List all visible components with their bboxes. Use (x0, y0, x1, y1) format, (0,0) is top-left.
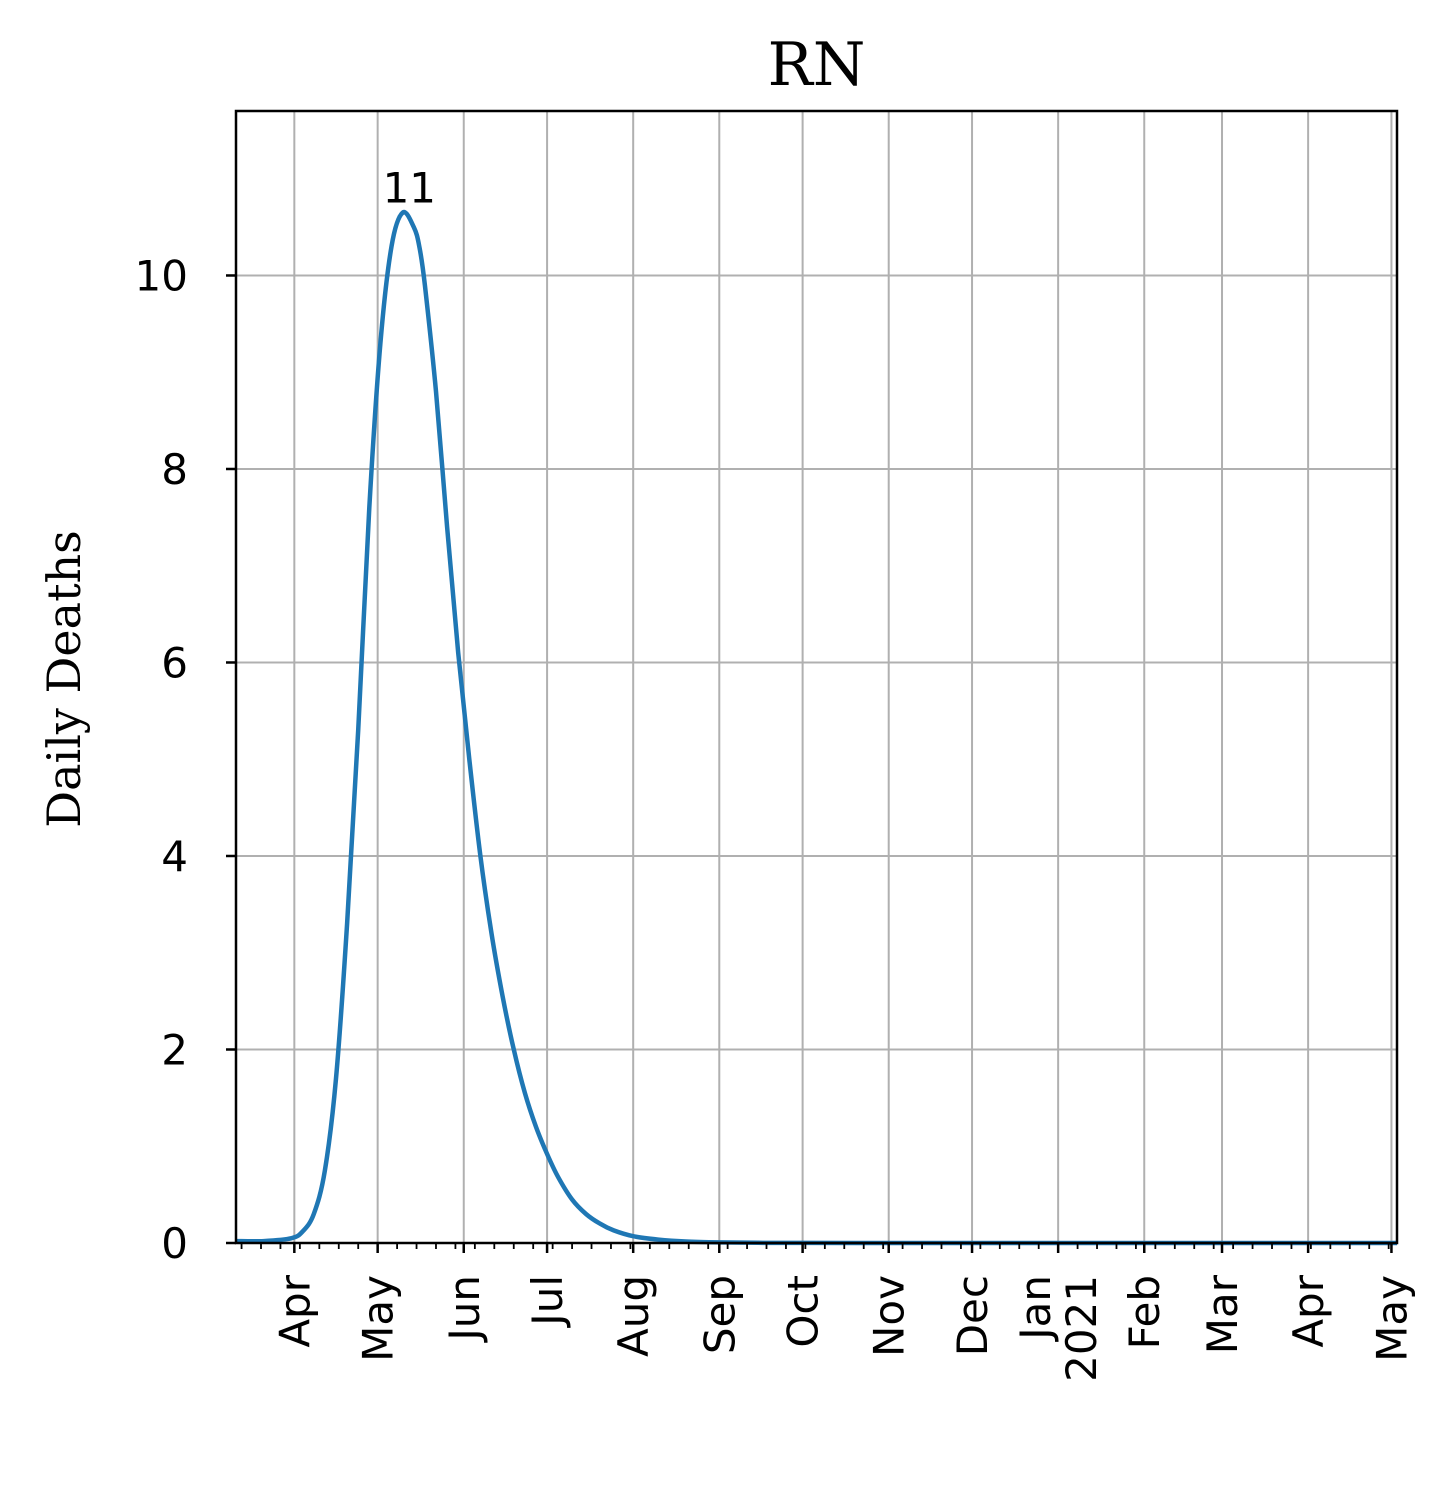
grid (236, 111, 1397, 1244)
x-axis-minor-ticks (240, 1243, 1390, 1249)
x-tick-label: Apr (1284, 1274, 1333, 1347)
x-tick-label: Jul (523, 1275, 572, 1329)
x-tick-label-line: Sep (695, 1275, 744, 1354)
x-tick-label-line: Apr (1284, 1274, 1333, 1347)
x-tick-label: Feb (1120, 1275, 1169, 1349)
x-tick-label-line: Feb (1120, 1275, 1169, 1349)
axes-frame (234, 109, 1399, 1245)
x-tick-label-line: Oct (779, 1275, 828, 1348)
x-tick-label: Mar (1198, 1274, 1247, 1354)
x-tick-label: Apr (270, 1274, 319, 1347)
x-tick-label-line: Jul (523, 1275, 572, 1329)
x-tick-label-line: Apr (270, 1274, 319, 1347)
x-tick-label: Nov (865, 1275, 914, 1357)
x-tick-label: May (354, 1275, 403, 1362)
x-tick-label-line: Mar (1198, 1274, 1247, 1354)
annotations: 11 (383, 164, 436, 213)
x-tick-label-line: Nov (865, 1275, 914, 1357)
y-tick-label: 0 (161, 1219, 188, 1268)
y-tick-label: 2 (161, 1025, 188, 1074)
x-tick-label-line: 2021 (1057, 1275, 1106, 1382)
x-tick-label: May (1367, 1275, 1416, 1362)
y-tick-label: 8 (161, 445, 188, 494)
x-tick-label: Jun (440, 1275, 489, 1344)
x-tick-label-line: Jan (1011, 1275, 1060, 1343)
y-tick-label: 6 (161, 638, 188, 687)
x-tick-label: Aug (609, 1275, 658, 1357)
y-axis-label: Daily Deaths (37, 530, 91, 828)
x-tick-label: Sep (695, 1275, 744, 1354)
x-tick-label-line: May (354, 1275, 403, 1362)
x-tick-label-line: Jun (440, 1275, 489, 1344)
x-tick-label-line: Dec (948, 1275, 997, 1356)
peak-annotation: 11 (383, 164, 436, 213)
x-tick-label: Dec (948, 1275, 997, 1356)
x-tick-label-line: Aug (609, 1275, 658, 1357)
y-tick-label: 10 (135, 251, 188, 300)
y-tick-label: 4 (161, 832, 188, 881)
y-axis-ticks: 0 2 4 6 8 10 (135, 251, 236, 1268)
x-tick-label-line: May (1367, 1275, 1416, 1362)
chart-title: RN (768, 30, 866, 100)
x-tick-label: Oct (779, 1275, 828, 1348)
